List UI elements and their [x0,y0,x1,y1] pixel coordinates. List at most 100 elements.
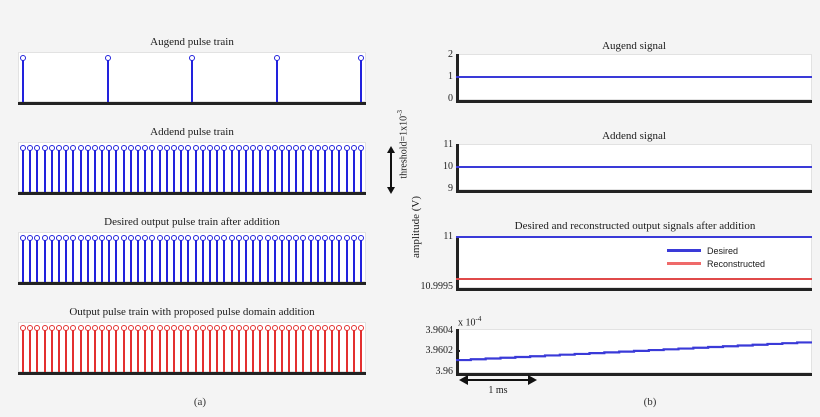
pulse-stem [208,237,211,282]
pulse-stem [338,237,341,282]
pulse-stem [29,147,32,192]
panel-title: Addend signal [602,130,666,142]
legend: Desired Reconstructed [667,244,765,270]
pulse-marker [113,325,120,331]
legend-item-reconstructed: Reconstructed [667,257,765,270]
pulse-marker [84,145,91,151]
pulse-marker [350,235,357,241]
pulse-marker [63,145,70,151]
pulse-marker [235,145,242,151]
pulse-stem [180,327,183,372]
pulse-marker [257,325,264,331]
pulse-marker [314,145,321,151]
pulse-stem [302,237,305,282]
pulse-marker [228,235,235,241]
pulse-stem [43,147,46,192]
pulse-stem [79,237,82,282]
pulse-marker [63,235,70,241]
pulse-marker [235,325,242,331]
pulse-marker [192,235,199,241]
pulse-marker [55,145,62,151]
pulse-marker [77,235,84,241]
pulse-marker [163,145,170,151]
pulse-marker [135,145,142,151]
x-axis [18,282,366,285]
pulse-stem [230,327,233,372]
error-signal-line [456,341,812,362]
pulse-marker [221,235,228,241]
panel-output-signals: Desired and reconstructed output signals… [421,220,814,300]
pulse-stem [72,237,75,282]
stem-series-addend [18,142,366,194]
pulse-marker [163,325,170,331]
y-tick-label: 11 [443,139,453,150]
pulse-stem [360,327,362,372]
pulse-marker [84,235,91,241]
pulse-marker [163,235,170,241]
pulse-stem [216,147,219,192]
pulse-marker [214,235,221,241]
pulse-stem [115,237,118,282]
pulse-marker [34,325,41,331]
pulse-marker [358,145,364,151]
pulse-marker [358,235,364,241]
pulse-stem [72,327,75,372]
pulse-marker [307,145,314,151]
legend-label: Desired [707,245,739,256]
pulse-marker [55,325,62,331]
pulse-stem [273,237,276,282]
panel-proposed-output-pulse-train: Output pulse train with proposed pulse d… [14,306,370,384]
pulse-marker [264,235,271,241]
pulse-stem [50,237,53,282]
pulse-stem [144,237,147,282]
subcaption-b: (b) [643,396,657,408]
pulse-stem [101,237,104,282]
y-axis [456,54,459,102]
pulse-stem [22,57,24,102]
pulse-stem [129,147,132,192]
pulse-stem [201,147,204,192]
pulse-marker [127,325,134,331]
pulse-stem [295,147,298,192]
pulse-stem [165,327,168,372]
pulse-marker [113,235,120,241]
pulse-marker [20,235,26,241]
threshold-arrow [387,146,395,194]
pulse-marker [99,235,106,241]
pulse-marker [199,145,206,151]
pulse-stem [316,327,319,372]
pulse-marker [336,235,343,241]
pulse-marker [286,145,293,151]
pulse-stem [316,237,319,282]
pulse-marker [221,145,228,151]
pulse-marker [48,145,55,151]
pulse-stem [252,147,255,192]
pulse-stem [101,327,104,372]
pulse-stem [338,327,341,372]
pulse-stem [72,147,75,192]
pulse-stem [252,237,255,282]
pulse-stem [122,327,125,372]
pulse-stem [173,147,176,192]
pulse-stem [22,237,24,282]
pulse-marker [271,325,278,331]
pulse-marker [329,145,336,151]
pulse-stem [360,237,362,282]
pulse-stem [280,327,283,372]
y-tick-label: 2 [448,49,453,60]
pulse-marker [91,325,98,331]
pulse-marker [278,325,285,331]
pulse-marker [34,235,41,241]
pulse-marker [214,325,221,331]
pulse-stem [309,327,312,372]
pulse-stem [230,237,233,282]
pulse-stem [302,147,305,192]
pulse-marker [127,145,134,151]
pulse-marker [171,325,178,331]
pulse-marker [106,145,113,151]
plot-area [18,322,366,372]
pulse-marker [192,325,199,331]
pulse-stem [324,147,327,192]
pulse-stem [252,327,255,372]
pulse-marker [358,325,364,331]
